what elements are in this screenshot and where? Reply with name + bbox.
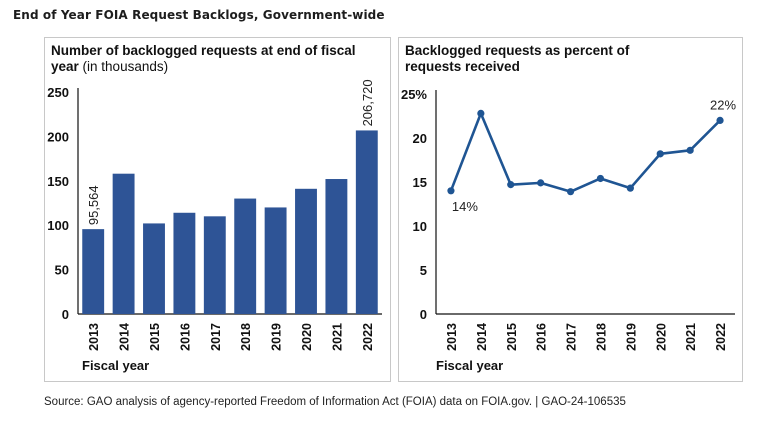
x-tick-label: 2017 xyxy=(209,323,223,351)
backlog-percent-panel: Backlogged requests as percent of reques… xyxy=(398,37,743,382)
page-title: End of Year FOIA Request Backlogs, Gover… xyxy=(13,8,385,22)
point-2013 xyxy=(447,187,455,195)
line-data-label: 22% xyxy=(710,97,736,112)
bar-2019 xyxy=(264,207,287,314)
line-chart: 0 5 10 15 20 25% 14% 22% 2013 2014 2015 2016 2017 201… xyxy=(401,87,737,373)
line-chart-title: Backlogged requests as percent of reques… xyxy=(405,43,735,75)
bar-2013 xyxy=(82,229,105,314)
x-tick-label: 2018 xyxy=(594,323,608,351)
x-tick-label: 2016 xyxy=(178,323,192,351)
y-tick-label: 200 xyxy=(47,129,69,144)
x-tick-label: 2018 xyxy=(239,323,253,351)
y-tick-label: 15 xyxy=(413,175,427,190)
x-axis-title: Fiscal year xyxy=(82,358,149,373)
x-tick-label: 2013 xyxy=(87,323,101,351)
point-2015 xyxy=(507,181,515,189)
y-tick-label: 10 xyxy=(413,219,427,234)
x-tick-label: 2014 xyxy=(118,323,132,351)
point-2017 xyxy=(566,188,575,196)
x-tick-label: 2019 xyxy=(270,323,284,351)
x-tick-label: 2014 xyxy=(475,323,489,351)
source-note: Source: GAO analysis of agency-reported … xyxy=(44,396,626,408)
x-tick-label: 2020 xyxy=(654,323,668,351)
point-2021 xyxy=(686,146,694,154)
bar-data-label: 95,564 xyxy=(86,185,101,225)
x-tick-label: 2015 xyxy=(505,323,519,351)
x-tick-label: 2020 xyxy=(300,323,314,351)
x-tick-label: 2019 xyxy=(624,323,638,351)
line-chart-title-line1: Backlogged requests as percent of xyxy=(405,43,630,58)
point-2014 xyxy=(477,109,485,117)
y-tick-label: 50 xyxy=(55,263,69,278)
point-2019 xyxy=(626,184,634,192)
bar-chart-title: Number of backlogged requests at end of … xyxy=(51,43,381,75)
y-tick-label: 150 xyxy=(47,174,69,189)
y-tick-label: 25% xyxy=(401,87,427,102)
x-tick-label: 2017 xyxy=(565,323,579,351)
point-2016 xyxy=(537,179,545,187)
y-tick-label: 100 xyxy=(47,218,69,233)
bar-chart-title-line2: year xyxy=(51,59,79,74)
line-chart-title-line2: requests received xyxy=(405,59,520,74)
bar-2017 xyxy=(203,216,226,314)
bar-chart-title-suffix: (in thousands) xyxy=(82,59,169,74)
x-tick-label: 2021 xyxy=(330,323,344,351)
x-tick-label: 2015 xyxy=(148,323,162,351)
backlog-count-panel: Number of backlogged requests at end of … xyxy=(44,37,391,382)
bar-2020 xyxy=(295,188,317,314)
y-tick-label: 5 xyxy=(420,263,427,278)
bar-2014 xyxy=(112,173,135,314)
bar-2016 xyxy=(173,212,196,314)
bar-2022 xyxy=(355,130,378,314)
x-tick-label: 2021 xyxy=(684,323,698,351)
bar-2015 xyxy=(143,223,165,314)
x-tick-label: 2022 xyxy=(714,323,728,351)
x-axis-title: Fiscal year xyxy=(436,358,503,373)
y-tick-label: 0 xyxy=(420,307,427,322)
bar-chart-title-line1: Number of backlogged requests at end of … xyxy=(51,43,356,58)
y-tick-label: 250 xyxy=(47,85,69,100)
x-tick-label: 2022 xyxy=(361,323,375,351)
bar-2021 xyxy=(325,179,348,314)
line-data-label: 14% xyxy=(452,199,478,214)
y-tick-label: 0 xyxy=(62,307,69,322)
bar-chart: 0 50 100 150 200 250 95,564 206,720 2013 2014 2015… xyxy=(47,79,382,373)
point-2020 xyxy=(656,150,664,158)
point-2018 xyxy=(596,174,605,183)
x-tick-label: 2016 xyxy=(535,323,549,351)
y-tick-label: 20 xyxy=(413,131,427,146)
x-tick-label: 2013 xyxy=(445,323,459,351)
series-line xyxy=(449,112,721,193)
point-2022 xyxy=(716,116,724,124)
bar-data-label: 206,720 xyxy=(360,79,375,126)
bar-2018 xyxy=(234,198,257,314)
